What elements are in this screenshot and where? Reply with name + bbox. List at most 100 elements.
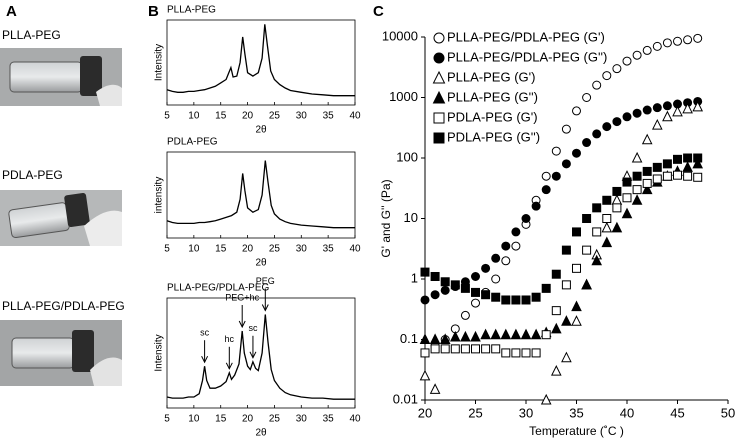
- marker: [682, 161, 693, 172]
- marker: [683, 153, 693, 163]
- marker: [501, 256, 511, 266]
- marker: [602, 71, 612, 81]
- marker: [673, 154, 682, 164]
- marker: [683, 35, 693, 45]
- marker: [481, 290, 491, 300]
- marker: [501, 295, 511, 305]
- marker: [662, 38, 672, 48]
- marker: [652, 41, 662, 51]
- marker: [632, 50, 642, 60]
- marker: [622, 56, 632, 66]
- marker: [531, 292, 541, 302]
- annotation-arrowhead: [249, 351, 257, 359]
- y-tick-label: 1: [411, 270, 418, 285]
- marker: [471, 298, 480, 308]
- marker: [602, 195, 612, 205]
- marker: [612, 186, 622, 196]
- marker: [572, 106, 581, 116]
- legend-marker: [433, 132, 445, 144]
- marker: [692, 157, 704, 169]
- x-tick-label: 30: [519, 405, 533, 420]
- plot-frame: [166, 297, 356, 409]
- y-tick-label: 0.1: [400, 331, 418, 346]
- marker: [471, 271, 480, 281]
- marker: [591, 254, 603, 266]
- panel-label: A: [6, 3, 17, 20]
- legend-marker: [432, 70, 446, 84]
- marker: [551, 269, 561, 279]
- marker: [551, 171, 561, 181]
- marker: [551, 146, 561, 156]
- marker: [632, 185, 642, 195]
- marker: [541, 185, 551, 195]
- marker: [592, 129, 602, 139]
- marker: [481, 263, 491, 273]
- marker: [481, 344, 491, 354]
- x-tick-label: 30: [296, 244, 308, 255]
- y-axis-label: G' and G'' (Pa): [379, 179, 393, 257]
- sample-label: PDLA-PEG: [2, 168, 63, 182]
- y-tick-label: 100: [396, 149, 418, 164]
- panel-label: B: [148, 3, 159, 20]
- marker: [683, 171, 693, 181]
- marker: [592, 227, 602, 237]
- chart-title: PLLA-PEG: [167, 5, 216, 16]
- marker: [460, 330, 471, 342]
- marker: [561, 280, 571, 290]
- sample-label: PLLA-PEG/PDLA-PEG: [2, 299, 125, 313]
- xrd-pattern: [166, 160, 355, 229]
- x-tick-label: 10: [188, 414, 200, 425]
- marker: [460, 283, 470, 293]
- x-axis-label: 2θ: [255, 125, 267, 136]
- x-tick-label: 35: [323, 244, 335, 255]
- legend-marker: [433, 32, 445, 44]
- marker: [491, 253, 501, 263]
- legend-label: PDLA-PEG (G''): [447, 129, 540, 144]
- marker: [693, 153, 703, 163]
- legend-label: PLLA-PEG/PDLA-PEG (G'): [447, 29, 605, 44]
- x-tick-label: 45: [670, 405, 684, 420]
- marker: [510, 328, 522, 340]
- marker: [611, 194, 623, 205]
- y-tick-label: 1000: [389, 89, 418, 104]
- marker: [460, 344, 470, 354]
- x-axis-label: 2θ: [255, 428, 267, 439]
- x-tick-label: 50: [721, 405, 735, 420]
- x-tick-label: 15: [215, 414, 227, 425]
- marker: [480, 328, 491, 340]
- marker: [582, 138, 592, 148]
- marker: [500, 328, 512, 340]
- marker: [420, 295, 430, 305]
- marker: [642, 45, 652, 55]
- marker: [511, 241, 521, 251]
- marker: [429, 383, 441, 394]
- plot-frame: [166, 19, 356, 106]
- marker: [520, 328, 532, 340]
- xrd-pattern: [166, 24, 355, 97]
- marker: [611, 221, 623, 233]
- marker: [561, 315, 572, 326]
- marker: [490, 328, 502, 340]
- annotation: sc: [200, 328, 210, 338]
- marker: [602, 214, 612, 223]
- marker: [612, 64, 622, 74]
- vial-photo: [0, 190, 122, 246]
- marker: [540, 393, 552, 405]
- marker: [551, 306, 561, 316]
- marker: [531, 348, 541, 358]
- marker: [439, 333, 451, 344]
- marker: [652, 174, 662, 184]
- x-tick-label: 40: [349, 111, 361, 122]
- marker: [571, 315, 582, 326]
- x-tick-label: 5: [164, 244, 170, 255]
- x-tick-label: 25: [269, 111, 281, 122]
- chart-title: PDLA-PEG: [167, 137, 218, 148]
- marker: [693, 172, 703, 182]
- x-tick-label: 20: [242, 414, 254, 425]
- marker: [642, 166, 652, 176]
- marker: [449, 330, 461, 342]
- marker: [631, 151, 643, 163]
- marker: [430, 344, 440, 354]
- legend-marker: [433, 52, 445, 64]
- marker: [511, 227, 521, 237]
